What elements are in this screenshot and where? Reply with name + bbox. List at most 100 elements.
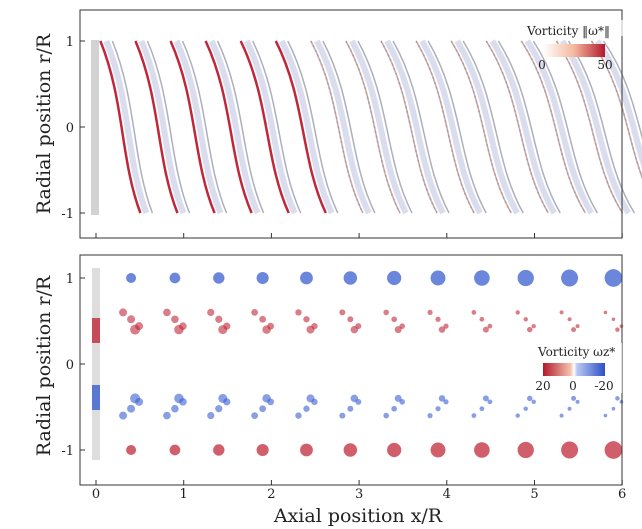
vortex-sheet xyxy=(279,39,335,215)
top-ylabel: Radial position r/R xyxy=(33,33,55,214)
top-colorbar: Vorticity ‖ω*‖ 0 50 xyxy=(520,20,626,72)
y-tick-label: 1 xyxy=(66,272,74,287)
inner-vortex xyxy=(571,327,577,333)
root-vortex-blob xyxy=(163,411,171,420)
tip-vortex-core xyxy=(430,442,446,458)
vortex-sheet xyxy=(181,40,228,214)
tip-vortex-core xyxy=(517,441,534,459)
root-vortex-blob xyxy=(619,324,624,328)
root-vortex-blob xyxy=(339,309,346,316)
tip-vortex-core xyxy=(604,269,623,287)
inner-vortex xyxy=(438,395,446,402)
bottom-colorbar-label-right: -20 xyxy=(594,379,613,393)
inner-vortex xyxy=(218,393,228,403)
root-vortex-blob xyxy=(559,413,564,418)
inner-vortex xyxy=(218,325,228,335)
vortex-sheet xyxy=(532,40,598,214)
vortex-sheet xyxy=(462,40,524,214)
vortex-sheet xyxy=(244,39,298,215)
vortex-sheet xyxy=(559,39,631,215)
inner-vortex xyxy=(482,326,489,333)
bottom-colorbar-label-left: 20 xyxy=(535,379,550,393)
vortex-sheet xyxy=(357,40,413,214)
vortex-sheet xyxy=(567,40,636,214)
tip-vortex-core xyxy=(387,270,402,286)
top-panel xyxy=(91,39,642,215)
vortex-sheet xyxy=(208,39,261,215)
vortex-sheet xyxy=(310,40,364,214)
xlabel: Axial position x/R xyxy=(273,505,443,527)
vortex-sheet xyxy=(524,39,594,215)
hub xyxy=(91,40,99,215)
inner-vortex xyxy=(394,326,402,334)
tip-vortex-core xyxy=(169,444,181,456)
root-vortex-blob xyxy=(391,405,397,412)
vortex-sheet xyxy=(427,40,487,214)
tip-vortex xyxy=(169,40,216,214)
vortex-sheet xyxy=(146,40,191,214)
root-vortex-blob xyxy=(347,405,354,412)
root-vortex-blob xyxy=(171,404,179,413)
root-vortex-blob xyxy=(347,316,354,323)
tip-vortex-core xyxy=(474,442,490,458)
vortex-sheet xyxy=(392,40,450,214)
vortex-sheet xyxy=(602,40,642,140)
root-vortex-blob xyxy=(575,399,580,404)
vortex-sheet xyxy=(489,39,557,215)
root-vortex-blob xyxy=(611,317,616,322)
root-vortex-blob xyxy=(603,413,608,418)
vortex-sheet xyxy=(349,39,409,215)
root-vortex-blob xyxy=(427,413,433,419)
y-tick-label: 0 xyxy=(66,121,74,136)
root-vortex-blob xyxy=(479,406,485,412)
root-vortex-blob xyxy=(207,412,215,420)
vortex-sheet xyxy=(419,39,483,215)
tip-vortex-core xyxy=(430,270,446,286)
tip-vortex-core xyxy=(126,445,137,455)
tip-vortex-core xyxy=(517,269,534,287)
root-vortex-blob xyxy=(443,323,449,329)
root-vortex-blob xyxy=(487,323,493,329)
vortex-sheet xyxy=(595,39,642,169)
root-vortex-blob xyxy=(603,310,608,315)
x-tick-label: 2 xyxy=(267,487,275,502)
root-vortex-blob xyxy=(479,316,485,322)
root-vortex-blob xyxy=(567,406,572,411)
inner-vortex xyxy=(350,325,359,334)
tip-vortex xyxy=(415,40,475,214)
inner-vortex xyxy=(615,396,620,401)
inner-vortex xyxy=(438,326,446,333)
root-vortex-blob xyxy=(567,317,572,322)
y-tick-label: -1 xyxy=(61,444,74,459)
inner-vortex xyxy=(526,395,533,402)
root-vortex-blob xyxy=(127,404,136,413)
root-vortex-blob xyxy=(575,324,580,329)
tip-vortex xyxy=(310,40,364,214)
root-vortex-blob xyxy=(619,400,624,404)
y-tick-label: 0 xyxy=(66,358,74,373)
root-vortex-blob xyxy=(487,399,493,405)
root-vortex-blob xyxy=(531,323,536,329)
root-vortex-blob xyxy=(515,413,520,418)
vortex-sheet xyxy=(454,39,520,215)
tip-vortex-core xyxy=(213,444,225,456)
tip-vortex xyxy=(380,40,438,214)
bottom-colorbar-label-mid: 0 xyxy=(569,379,577,393)
root-vortex-blob xyxy=(295,309,302,316)
bottom-ylabel: Radial position r/R xyxy=(33,275,55,456)
tip-vortex-core xyxy=(213,272,225,284)
tip-vortex-core xyxy=(169,272,181,284)
root-vortex-blob xyxy=(611,406,616,411)
root-vortex-blob xyxy=(435,406,441,412)
vortex-sheet xyxy=(138,39,187,215)
root-vortex-blob xyxy=(523,406,528,411)
vortex-sheet xyxy=(111,40,154,214)
inner-vortex xyxy=(482,395,489,402)
root-vortex-blob xyxy=(119,411,128,420)
root-vortex-blob xyxy=(251,412,259,419)
bottom-colorbar: Vorticity ωz* 20 0 -20 xyxy=(530,343,622,393)
inner-vortex xyxy=(174,393,184,404)
top-colorbar-label: Vorticity ‖ω*‖ xyxy=(526,24,610,38)
vortex-sheet xyxy=(252,40,302,214)
